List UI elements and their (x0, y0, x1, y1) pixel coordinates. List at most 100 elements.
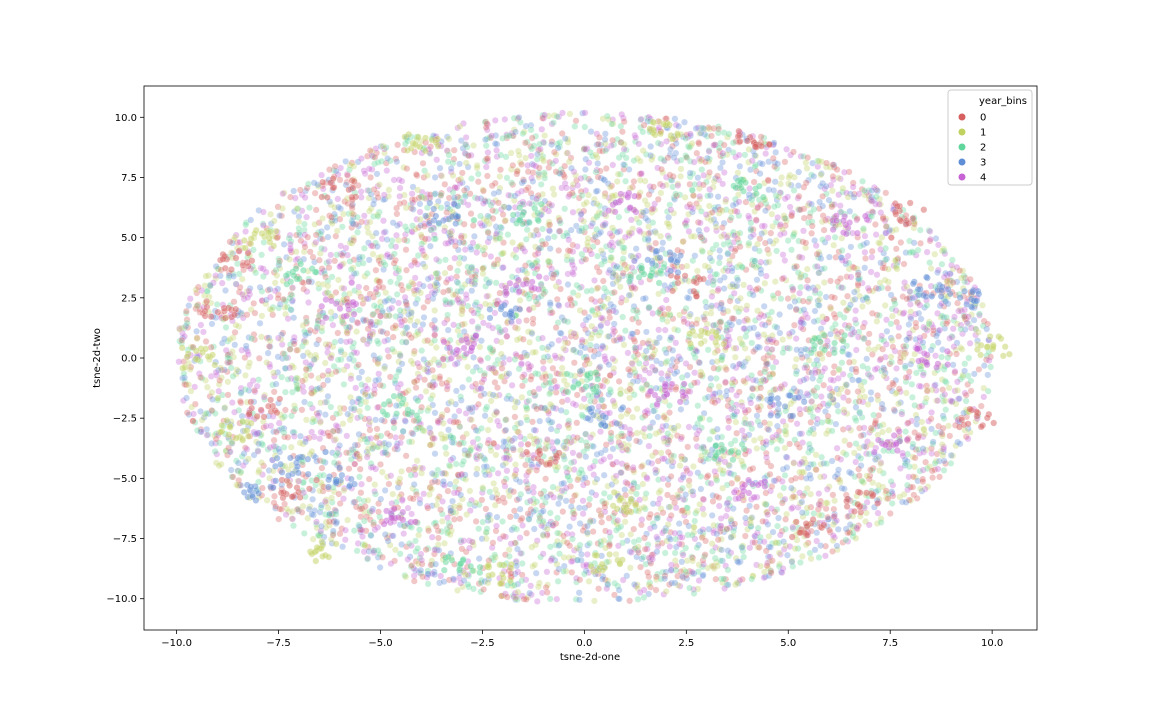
scatter-point-series-2 (396, 550, 404, 558)
scatter-point-series-3 (451, 413, 459, 420)
scatter-point-series-3 (645, 458, 652, 466)
scatter-point-series-3 (578, 550, 585, 558)
scatter-point-series-4 (343, 432, 351, 440)
scatter-point-series-2 (959, 373, 967, 381)
scatter-point-series-1 (685, 482, 693, 489)
scatter-point-series-1 (398, 467, 406, 475)
scatter-point-series-0 (911, 454, 919, 462)
scatter-point-series-3 (753, 276, 761, 284)
scatter-point-series-0 (667, 512, 675, 519)
scatter-point-series-2 (874, 486, 882, 494)
scatter-point-series-2 (523, 498, 531, 506)
scatter-point-series-1 (490, 479, 498, 487)
scatter-point-series-0 (844, 388, 852, 396)
scatter-point-series-0 (722, 379, 729, 387)
scatter-point-series-1 (732, 418, 740, 426)
scatter-point-series-0 (909, 483, 917, 491)
scatter-point-series-2 (630, 391, 638, 399)
scatter-point-series-2 (552, 541, 560, 549)
scatter-point-series-3 (264, 349, 272, 357)
scatter-point-series-0 (835, 248, 843, 256)
scatter-point-series-2 (665, 234, 673, 242)
scatter-point-series-0 (855, 465, 863, 473)
scatter-point-series-0 (357, 489, 365, 497)
scatter-point-series-4 (877, 209, 885, 217)
scatter-point-series-2 (452, 460, 460, 468)
scatter-point-series-0 (402, 246, 410, 254)
scatter-point-series-1 (430, 356, 438, 363)
scatter-point-series-0 (631, 337, 639, 345)
scatter-point-series-1 (705, 202, 713, 210)
scatter-point-series-0 (439, 288, 447, 296)
scatter-point-series-1 (779, 336, 787, 344)
scatter-point-series-3 (851, 295, 859, 303)
scatter-point-series-0 (725, 417, 733, 425)
scatter-point-series-2 (438, 528, 446, 535)
scatter-point-series-4 (455, 355, 463, 363)
scatter-point-series-3 (321, 411, 329, 419)
scatter-point-series-1 (839, 184, 847, 192)
scatter-point-series-2 (774, 522, 781, 530)
scatter-point-series-3 (850, 288, 858, 296)
scatter-point-series-3 (502, 426, 510, 434)
scatter-point-series-2 (580, 448, 588, 456)
scatter-point-series-1 (766, 315, 774, 323)
scatter-point-series-2 (539, 152, 547, 160)
scatter-point-series-1 (689, 557, 696, 565)
scatter-point-series-2 (581, 123, 589, 131)
scatter-point-series-1 (369, 232, 377, 240)
scatter-point-series-2 (645, 303, 653, 311)
scatter-point-series-2 (304, 180, 312, 188)
scatter-point-series-4 (303, 213, 311, 221)
scatter-point-series-4 (469, 239, 477, 247)
scatter-point-series-2 (578, 250, 586, 258)
scatter-point-series-1 (771, 278, 779, 286)
scatter-point-series-4 (919, 371, 927, 379)
scatter-point-series-1 (645, 581, 653, 589)
scatter-point-series-3 (708, 511, 716, 519)
scatter-point-series-2 (491, 301, 499, 309)
scatter-point-series-1 (775, 435, 783, 443)
scatter-point-series-3 (431, 409, 439, 417)
scatter-point-series-1 (815, 511, 823, 519)
scatter-point-series-2 (327, 403, 335, 411)
scatter-point-series-2 (727, 440, 735, 448)
scatter-point-series-2 (387, 242, 395, 250)
scatter-point-series-3 (321, 448, 329, 456)
scatter-point-series-0 (361, 503, 369, 510)
scatter-point-series-3 (750, 324, 758, 332)
scatter-point-series-4 (350, 406, 358, 414)
scatter-point-series-2 (329, 427, 337, 435)
scatter-point-series-2 (952, 413, 960, 421)
scatter-point-series-0 (630, 178, 638, 185)
scatter-point-series-1 (629, 413, 637, 421)
scatter-point-series-3 (509, 286, 517, 294)
scatter-point-series-0 (553, 295, 561, 303)
scatter-point-series-3 (247, 216, 255, 224)
scatter-point-series-2 (353, 547, 361, 555)
scatter-point-series-3 (444, 326, 452, 334)
scatter-point-series-2 (275, 259, 283, 267)
scatter-point-series-3 (677, 405, 685, 413)
scatter-point-series-2 (865, 187, 873, 194)
scatter-point-series-4 (440, 227, 448, 235)
scatter-point-series-1 (744, 525, 752, 533)
scatter-point-series-0 (695, 139, 703, 146)
scatter-point-series-1 (440, 353, 448, 361)
scatter-point-series-2 (432, 471, 440, 479)
scatter-point-series-1 (420, 427, 428, 435)
scatter-point-series-1 (382, 289, 390, 297)
scatter-point-series-1 (564, 138, 572, 146)
scatter-point-series-3 (576, 596, 583, 604)
scatter-point-series-2 (475, 525, 483, 533)
scatter-point-series-3 (492, 132, 500, 139)
scatter-point-series-4 (284, 315, 292, 323)
scatter-point-series-3 (932, 332, 940, 340)
scatter-point-series-2 (512, 254, 520, 262)
scatter-point-series-0 (424, 337, 432, 344)
scatter-point-series-4 (340, 495, 347, 503)
scatter-point-series-2 (720, 575, 728, 583)
scatter-point-series-1 (582, 430, 590, 438)
scatter-point-series-2 (470, 216, 478, 224)
scatter-point-series-4 (533, 226, 541, 234)
